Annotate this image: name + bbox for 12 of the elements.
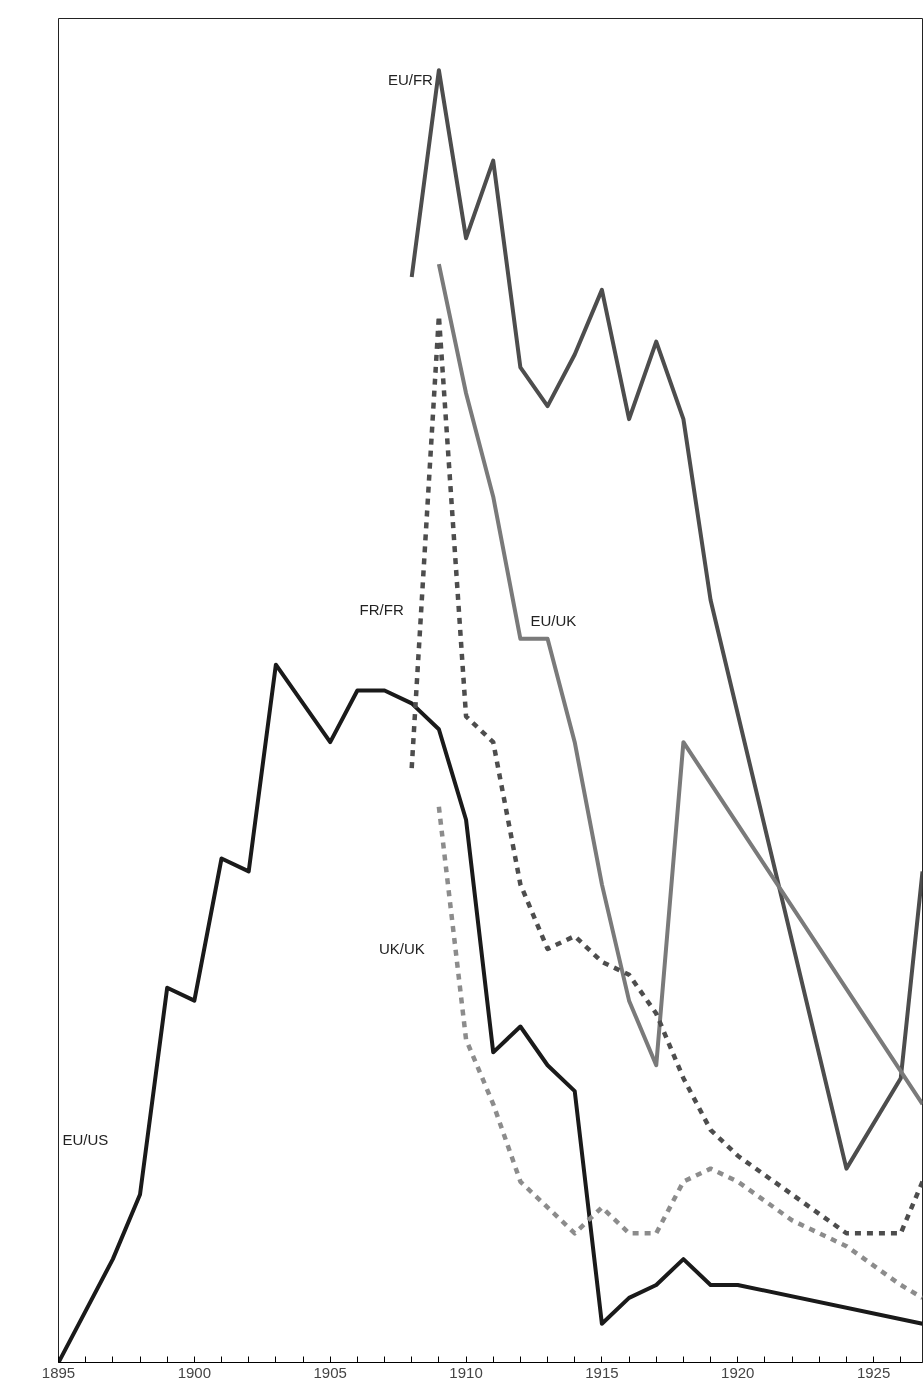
series-label: EU/FR [387,71,434,89]
x-tick-label: 1910 [449,1363,483,1381]
x-tick-label: 1920 [721,1363,755,1381]
x-tick-label: 1925 [856,1363,891,1381]
series-label: FR/FR [359,601,404,619]
series-label: UK/UK [379,939,425,957]
text: EU/US [62,1130,109,1148]
x-tick-label: 1915 [585,1363,619,1381]
series-label: EU/UK [530,611,577,629]
x-tick-label: 1900 [177,1363,212,1381]
x-tick-label: 1905 [313,1363,347,1381]
x-tick-label: 1895 [41,1363,76,1381]
